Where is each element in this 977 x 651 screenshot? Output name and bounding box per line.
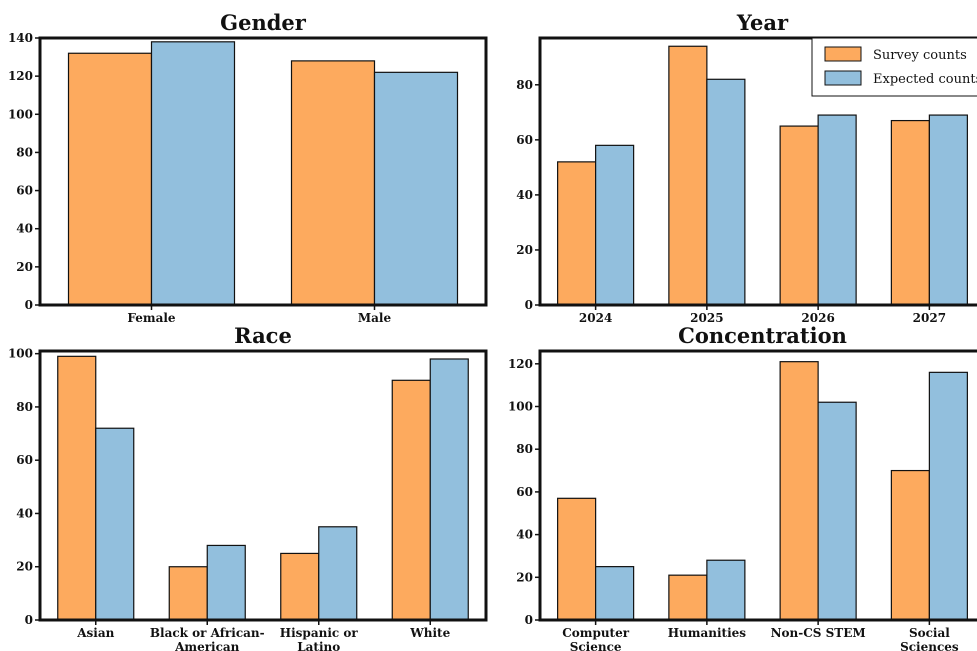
- panel-title: Gender: [220, 10, 307, 35]
- y-tick-label: 80: [16, 400, 33, 414]
- y-tick-label: 20: [516, 570, 533, 584]
- panel-title: Race: [234, 323, 292, 348]
- survey-bar-2: [779, 361, 819, 621]
- survey-bar-3: [890, 469, 930, 621]
- y-tick-label: 80: [516, 442, 533, 456]
- y-tick-label: 80: [16, 145, 33, 159]
- y-tick-label: 60: [16, 184, 33, 198]
- y-tick-label: 0: [25, 613, 33, 627]
- legend-swatch-expected: [824, 70, 862, 86]
- y-tick-label: 140: [8, 31, 33, 45]
- x-tick-label: 2027: [913, 311, 946, 325]
- survey-bar-0: [57, 355, 97, 621]
- x-tick-label: White: [409, 626, 450, 640]
- survey-bar-3: [890, 119, 930, 306]
- legend-label-expected: Expected counts: [873, 72, 977, 87]
- legend-swatch-survey: [824, 46, 862, 62]
- expected-bar-3: [429, 358, 469, 621]
- survey-bar-1: [668, 45, 708, 306]
- x-tick-label: Asian: [76, 626, 114, 640]
- x-tick-label: Non-CS STEM: [771, 626, 866, 640]
- x-tick-label: Female: [127, 311, 176, 325]
- expected-bar-1: [206, 544, 246, 621]
- survey-bar-1: [668, 574, 708, 621]
- x-tick-label: Humanities: [668, 626, 747, 640]
- y-tick-label: 40: [16, 222, 33, 236]
- survey-bar-0: [67, 52, 153, 306]
- y-tick-label: 60: [516, 133, 533, 147]
- y-tick-label: 20: [516, 243, 533, 257]
- y-tick-label: 20: [16, 560, 33, 574]
- legend-label-survey: Survey counts: [873, 48, 967, 63]
- expected-bar-1: [706, 78, 746, 306]
- expected-bar-3: [928, 371, 968, 621]
- y-tick-label: 0: [525, 613, 533, 627]
- y-tick-label: 100: [8, 107, 33, 121]
- plot-frame: [38, 36, 488, 307]
- expected-bar-0: [595, 144, 635, 306]
- expected-bar-2: [318, 526, 358, 621]
- panel-title: Year: [736, 10, 789, 35]
- legend: Survey counts Expected counts: [811, 37, 977, 97]
- x-tick-label: Black or African-American: [150, 626, 265, 651]
- y-tick-label: 0: [25, 298, 33, 312]
- y-tick-label: 120: [8, 69, 33, 83]
- y-tick-label: 100: [8, 347, 33, 361]
- x-tick-label: Hispanic or Latino: [280, 626, 359, 651]
- expected-bar-1: [373, 71, 459, 306]
- panel-gender: Gender 0 20 40 60 80 100 120 140 Female Male: [8, 10, 488, 325]
- x-tick-label: Social Sciences: [900, 626, 959, 651]
- panel-race: Race 0 20 40 60 80 100 Asian Black or African-Am…: [8, 323, 488, 651]
- survey-bar-2: [280, 552, 320, 621]
- x-tick-label: Computer Science: [562, 626, 630, 651]
- y-tick-label: 120: [508, 357, 533, 371]
- expected-bar-0: [95, 427, 135, 621]
- x-tick-label: 2025: [690, 311, 723, 325]
- expected-bar-0: [150, 41, 236, 306]
- panel-title: Concentration: [678, 323, 847, 348]
- y-tick-label: 100: [508, 400, 533, 414]
- plot-frame: [538, 349, 977, 622]
- x-tick-label: Male: [358, 311, 392, 325]
- y-tick-label: 20: [16, 260, 33, 274]
- survey-bar-2: [779, 125, 819, 306]
- survey-bar-1: [290, 60, 376, 306]
- y-tick-label: 40: [516, 528, 533, 542]
- survey-bar-3: [391, 379, 431, 621]
- survey-bar-0: [557, 497, 597, 621]
- survey-bar-1: [168, 566, 208, 621]
- y-tick-label: 40: [16, 506, 33, 520]
- expected-bar-3: [928, 114, 968, 306]
- survey-bar-0: [557, 161, 597, 306]
- panel-year: Year 0 20 40 60 80 2024 2025 2026 2027 Survey coun…: [516, 10, 977, 325]
- expected-bar-0: [595, 566, 635, 621]
- x-tick-label: 2024: [579, 311, 612, 325]
- y-tick-label: 0: [525, 298, 533, 312]
- x-tick-label: 2026: [801, 311, 834, 325]
- y-tick-label: 40: [516, 188, 533, 202]
- y-tick-label: 60: [16, 453, 33, 467]
- plot-frame: [538, 36, 977, 307]
- plot-frame: [38, 349, 488, 622]
- expected-bar-2: [817, 114, 857, 306]
- y-tick-label: 80: [516, 78, 533, 92]
- expected-bar-2: [817, 401, 857, 621]
- panel-concentration: Concentration 0 20 40 60 80 100 120 Computer Scie…: [508, 323, 977, 651]
- expected-bar-1: [706, 559, 746, 621]
- y-tick-label: 60: [516, 485, 533, 499]
